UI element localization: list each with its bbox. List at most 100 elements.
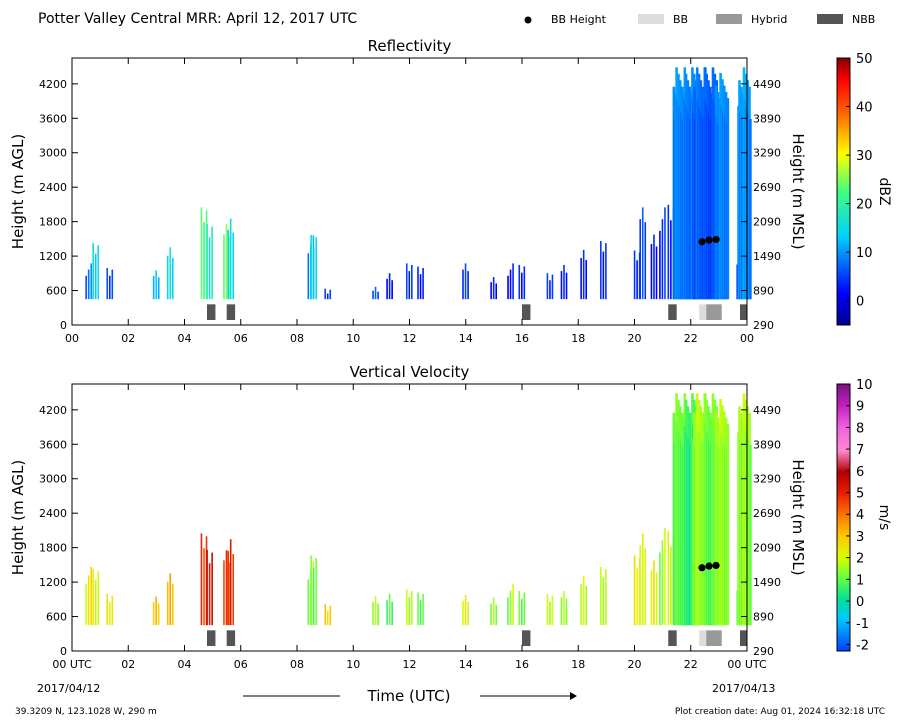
flag-nbb bbox=[522, 630, 531, 646]
x-tick-label: 00 UTC bbox=[727, 658, 767, 671]
data-streak bbox=[225, 224, 228, 300]
flag-hybrid bbox=[706, 304, 722, 320]
data-streak bbox=[464, 263, 467, 300]
data-streak bbox=[644, 222, 647, 300]
colorbar-tick-label: 2 bbox=[856, 552, 864, 567]
data-streak bbox=[523, 266, 526, 300]
data-streak bbox=[549, 280, 551, 300]
data-streak bbox=[97, 245, 100, 300]
x-tick-label: 20 bbox=[628, 332, 642, 345]
y-tick-label-right: 2690 bbox=[753, 507, 781, 520]
data-streak bbox=[602, 251, 605, 300]
data-streak bbox=[223, 234, 225, 300]
data-streak bbox=[551, 274, 554, 300]
data-streak bbox=[169, 573, 172, 626]
x-tick-label: 08 bbox=[290, 332, 304, 345]
data-streak bbox=[551, 595, 554, 626]
data-streak bbox=[310, 555, 312, 626]
colorbar-tick-label: 0 bbox=[856, 595, 864, 610]
data-streak bbox=[563, 590, 565, 626]
colorbar-tick-label: 1 bbox=[856, 573, 864, 588]
x-tick-label: 04 bbox=[178, 332, 192, 345]
colorbar-tick-label: 3 bbox=[856, 530, 864, 545]
data-streak bbox=[108, 601, 111, 626]
data-streak bbox=[670, 546, 672, 626]
data-streak bbox=[602, 577, 605, 626]
data-streak bbox=[636, 260, 638, 300]
data-streak bbox=[661, 540, 664, 626]
y-tick-label-right: 1490 bbox=[753, 250, 781, 263]
y-tick-label-right: 890 bbox=[753, 611, 774, 624]
y-tick-label-left: 2400 bbox=[39, 181, 67, 194]
data-streak bbox=[200, 207, 203, 300]
colorbar-tick-label: 10 bbox=[856, 378, 873, 393]
data-streak bbox=[653, 560, 655, 626]
y-tick-label-left: 1800 bbox=[39, 542, 67, 555]
data-streak bbox=[227, 551, 229, 626]
data-streak bbox=[408, 597, 411, 626]
y-tick-label-right: 4490 bbox=[753, 78, 781, 91]
y-tick-label-left: 0 bbox=[60, 319, 67, 332]
x-tick-label: 10 bbox=[346, 658, 360, 671]
y-tick-label-right: 890 bbox=[753, 285, 774, 298]
y-tick-label-left: 1200 bbox=[39, 576, 67, 589]
data-streak bbox=[326, 293, 329, 300]
data-streak bbox=[312, 246, 315, 300]
y-axis-label-right: Height (m MSL) bbox=[789, 133, 807, 249]
x-axis-label: Time (UTC) bbox=[367, 687, 451, 705]
bb-height-point bbox=[712, 561, 720, 570]
data-streak bbox=[232, 232, 235, 300]
y-tick-label-right: 290 bbox=[753, 645, 774, 658]
data-streak bbox=[152, 602, 155, 626]
data-streak bbox=[90, 566, 93, 626]
x-tick-label: 06 bbox=[234, 332, 248, 345]
colorbar-tick-label: -1 bbox=[856, 617, 869, 632]
x-tick-label: 02 bbox=[121, 658, 135, 671]
y-tick-label-left: 3600 bbox=[39, 112, 67, 125]
y-tick-label-left: 2400 bbox=[39, 507, 67, 520]
y-tick-label-left: 600 bbox=[46, 611, 67, 624]
flag-nbb bbox=[522, 304, 531, 320]
data-streak bbox=[521, 598, 523, 626]
flag-bb bbox=[699, 304, 707, 320]
figure-title: Potter Valley Central MRR: April 12, 201… bbox=[38, 11, 357, 27]
data-streak bbox=[203, 222, 205, 300]
data-streak bbox=[736, 590, 739, 626]
data-streak bbox=[495, 283, 498, 300]
data-streak bbox=[580, 584, 582, 626]
data-streak bbox=[228, 236, 230, 300]
flag-nbb bbox=[739, 304, 747, 320]
y-tick-label-right: 3290 bbox=[753, 473, 781, 486]
data-streak bbox=[560, 597, 563, 626]
data-streak bbox=[169, 247, 172, 300]
data-streak bbox=[405, 263, 408, 300]
data-streak bbox=[87, 269, 90, 300]
x-tick-label: 14 bbox=[459, 658, 473, 671]
colorbar-tick-label: 10 bbox=[856, 246, 873, 261]
data-streak bbox=[92, 243, 94, 300]
y-tick-label-right: 1490 bbox=[753, 576, 781, 589]
data-streak bbox=[664, 527, 666, 626]
x-tick-label: 12 bbox=[403, 332, 417, 345]
data-streak bbox=[650, 570, 653, 626]
data-streak bbox=[171, 257, 174, 300]
panel-title: Reflectivity bbox=[368, 37, 452, 55]
data-streak bbox=[377, 291, 379, 300]
data-streak bbox=[655, 246, 658, 300]
data-streak bbox=[462, 269, 464, 300]
data-streak bbox=[87, 575, 90, 626]
x-tick-label: 00 bbox=[65, 332, 79, 345]
bb-height-point bbox=[698, 564, 706, 572]
data-streak bbox=[749, 118, 752, 300]
flag-nbb bbox=[207, 304, 216, 320]
data-streak bbox=[223, 560, 225, 626]
data-streak bbox=[726, 424, 730, 626]
data-streak bbox=[521, 272, 523, 300]
data-streak bbox=[388, 594, 391, 626]
legend-label: Hybrid bbox=[751, 13, 787, 26]
data-streak bbox=[307, 253, 310, 300]
data-streak bbox=[726, 98, 730, 300]
data-streak bbox=[97, 571, 100, 626]
data-streak bbox=[200, 533, 203, 626]
